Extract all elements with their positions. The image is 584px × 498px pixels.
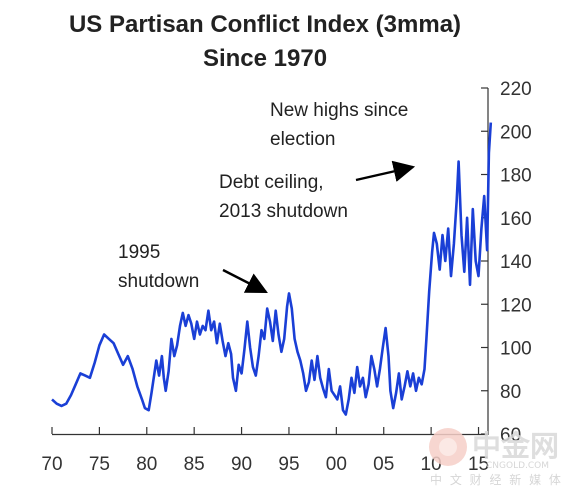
chart-title-line-2: Since 1970 (203, 45, 327, 72)
watermark-slogan: 中 文 财 经 新 媒 体 (430, 472, 563, 487)
series-line (51, 122, 493, 416)
annotation-text: 2013 shutdown (219, 201, 348, 222)
annotation-arrow (355, 160, 416, 182)
y-tick-label: 60 (500, 425, 521, 446)
x-tick-label: 00 (326, 454, 347, 475)
y-tick-label: 80 (500, 382, 521, 403)
annotations: New highs since election Debt ceiling, 2013… (118, 100, 416, 294)
x-tick-label: 85 (184, 454, 205, 475)
axes: 60 80 100 120 140 160 180 200 220 70 75 80 85 90 95 00 0… (41, 79, 531, 475)
annotation-text: New highs since (270, 100, 408, 121)
x-tick-label: 90 (231, 454, 252, 475)
y-tick-label: 140 (500, 252, 532, 273)
series-layer (51, 122, 493, 416)
x-tick-label: 80 (136, 454, 157, 475)
watermark: 中金网 CNGOLD.COM 中 文 财 经 新 媒 体 (429, 428, 563, 487)
x-tick-label: 05 (373, 454, 394, 475)
annotation-text: election (270, 129, 336, 150)
x-tick-label: 75 (89, 454, 110, 475)
annotation-text: Debt ceiling, (219, 172, 324, 193)
watermark-brand-en: CNGOLD.COM (486, 461, 549, 471)
watermark-brand-cn: 中金网 (472, 429, 559, 463)
watermark-logo-inner-icon (439, 438, 457, 456)
x-tick-label: 15 (468, 454, 489, 475)
y-tick-label: 100 (500, 339, 532, 360)
x-tick-label: 70 (41, 454, 62, 475)
y-tick-label: 160 (500, 209, 532, 230)
y-tick-label: 200 (500, 122, 532, 143)
annotation-text: shutdown (118, 271, 199, 292)
x-tick-label: 95 (278, 454, 299, 475)
y-tick-label: 180 (500, 166, 532, 187)
chart-title-line-1: US Partisan Conflict Index (3mma) (69, 11, 461, 38)
annotation-text: 1995 (118, 242, 160, 263)
annotation-arrow (222, 268, 268, 294)
y-tick-label: 220 (500, 79, 532, 100)
y-tick-label: 120 (500, 295, 532, 316)
